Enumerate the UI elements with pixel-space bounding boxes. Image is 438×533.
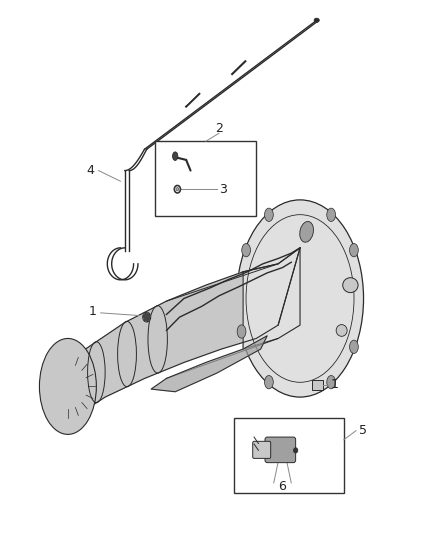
Ellipse shape bbox=[327, 376, 336, 389]
Text: 1: 1 bbox=[331, 378, 339, 391]
Ellipse shape bbox=[39, 338, 96, 434]
Ellipse shape bbox=[242, 244, 251, 257]
Ellipse shape bbox=[327, 208, 336, 221]
FancyBboxPatch shape bbox=[253, 441, 271, 458]
Bar bbox=[234, 418, 344, 493]
Text: 3: 3 bbox=[219, 183, 227, 196]
Text: 1: 1 bbox=[88, 305, 96, 318]
Polygon shape bbox=[243, 248, 300, 349]
Ellipse shape bbox=[350, 340, 358, 353]
Ellipse shape bbox=[174, 185, 180, 193]
Ellipse shape bbox=[176, 188, 179, 191]
Ellipse shape bbox=[237, 200, 364, 397]
Ellipse shape bbox=[237, 325, 246, 338]
Ellipse shape bbox=[343, 278, 358, 293]
Text: 2: 2 bbox=[215, 123, 223, 135]
Ellipse shape bbox=[336, 325, 347, 336]
Text: 4: 4 bbox=[86, 164, 94, 177]
Ellipse shape bbox=[314, 18, 319, 22]
Ellipse shape bbox=[265, 208, 273, 221]
Polygon shape bbox=[151, 336, 267, 392]
Ellipse shape bbox=[300, 222, 314, 242]
FancyBboxPatch shape bbox=[265, 437, 296, 463]
Ellipse shape bbox=[143, 312, 151, 322]
Text: 5: 5 bbox=[359, 424, 367, 437]
Bar bbox=[155, 141, 256, 216]
Bar bbox=[312, 380, 323, 390]
Text: 6: 6 bbox=[279, 480, 286, 492]
Ellipse shape bbox=[173, 152, 178, 160]
Ellipse shape bbox=[350, 244, 358, 257]
Ellipse shape bbox=[293, 448, 298, 453]
Polygon shape bbox=[68, 248, 300, 421]
Ellipse shape bbox=[265, 376, 273, 389]
